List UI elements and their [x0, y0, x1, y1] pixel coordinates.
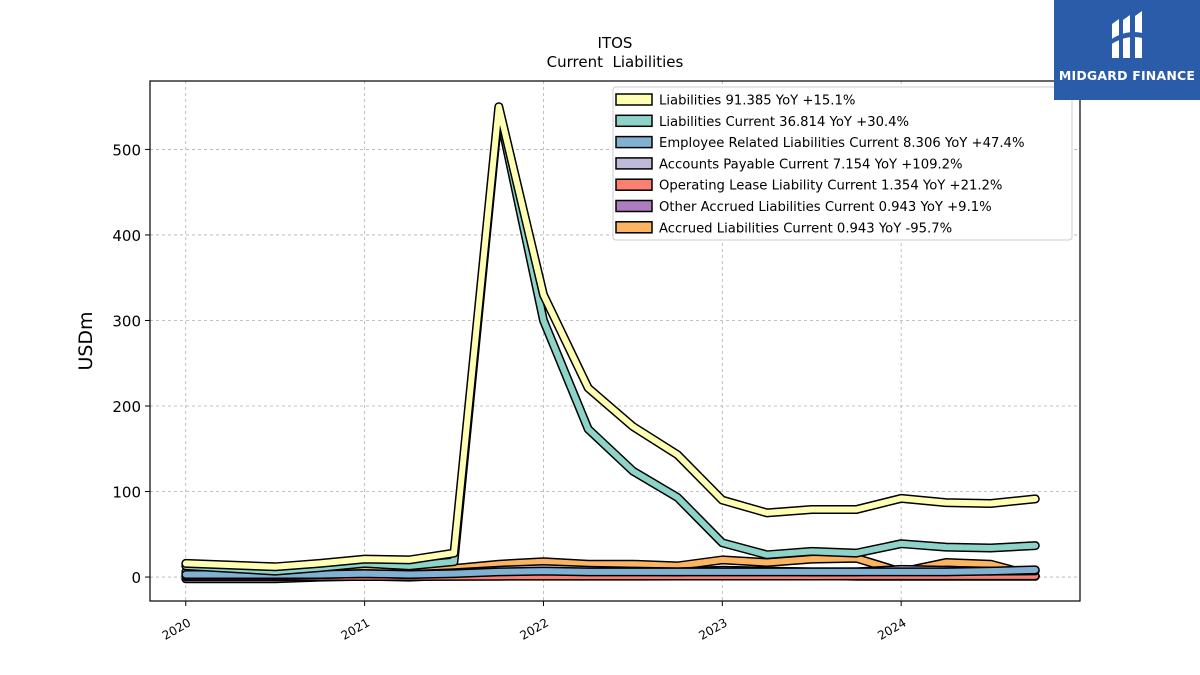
series-line [182, 566, 1039, 578]
legend-label: Liabilities 91.385 YoY +15.1% [659, 94, 855, 109]
y-axis-label: USDm [75, 311, 97, 370]
legend-box [612, 86, 1073, 241]
series-liabilities [181, 102, 1040, 572]
legend-swatch [615, 178, 653, 191]
chart-subtitle: Current Liabilities [547, 53, 684, 71]
y-tick-label: 100 [112, 484, 141, 502]
legend-label: Liabilities Current 36.814 YoY +30.4% [659, 115, 909, 130]
legend-label: Other Accrued Liabilities Current 0.943 … [659, 200, 992, 215]
brand-mark-icon [1110, 11, 1146, 58]
legend-swatch [615, 114, 653, 128]
y-tick-label: 400 [112, 227, 141, 245]
brand-name: MIDGARD FINANCE [1058, 68, 1196, 83]
legend-swatch [615, 135, 653, 149]
y-tick-label: 0 [131, 569, 141, 587]
series-line [182, 103, 1039, 570]
y-tick-label: 300 [112, 312, 141, 330]
y-tick-label: 200 [112, 398, 141, 416]
series-employee-related-liabilities-current [181, 565, 1040, 579]
legend-swatch [615, 199, 653, 213]
legend-label: Accrued Liabilities Current 0.943 YoY -9… [659, 221, 952, 236]
plot-frame [149, 80, 1081, 602]
legend-label: Accounts Payable Current 7.154 YoY +109.… [659, 157, 963, 172]
legend: Liabilities 91.385 YoY +15.1% Liabilities… [612, 86, 1073, 241]
brand-logo: MIDGARD FINANCE [1054, 0, 1200, 100]
legend-swatch [615, 157, 653, 170]
chart-title: ITOS [598, 34, 633, 52]
y-tick-label: 500 [112, 141, 141, 159]
legend-swatch [615, 221, 653, 234]
legend-swatch [615, 93, 653, 106]
legend-label: Operating Lease Liability Current 1.354 … [659, 179, 1002, 194]
series-lines [181, 102, 1040, 584]
legend-label: Employee Related Liabilities Current 8.3… [659, 136, 1024, 151]
